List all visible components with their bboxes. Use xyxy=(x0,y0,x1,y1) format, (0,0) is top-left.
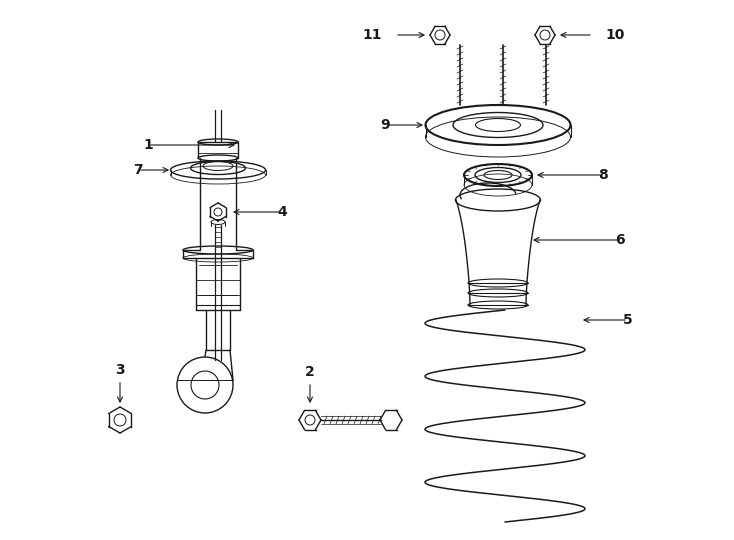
Text: 1: 1 xyxy=(143,138,153,152)
Text: 2: 2 xyxy=(305,365,315,379)
Text: 4: 4 xyxy=(277,205,287,219)
Text: 8: 8 xyxy=(598,168,608,182)
Text: 11: 11 xyxy=(363,28,382,42)
Text: 10: 10 xyxy=(605,28,625,42)
Text: 5: 5 xyxy=(623,313,633,327)
Text: 7: 7 xyxy=(133,163,143,177)
Text: 6: 6 xyxy=(615,233,625,247)
Text: 9: 9 xyxy=(380,118,390,132)
Text: 3: 3 xyxy=(115,363,125,377)
